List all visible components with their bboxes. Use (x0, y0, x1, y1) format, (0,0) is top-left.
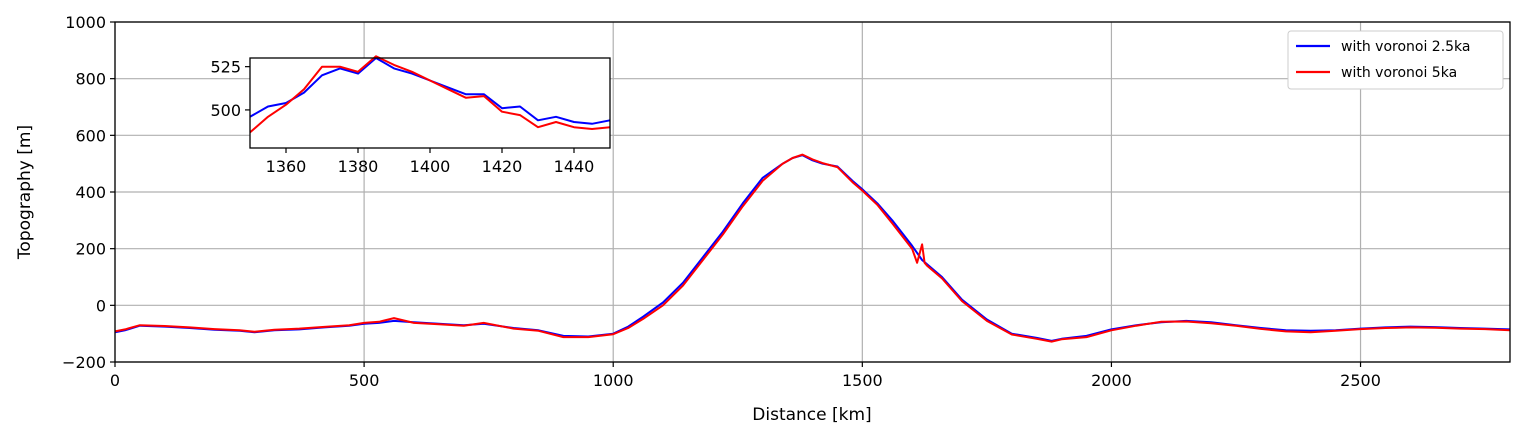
series-line-with-voronoi-5ka (114, 153, 1511, 343)
legend-box (1287, 30, 1504, 90)
inset-x-tick-label-1400: 1400 (410, 157, 451, 176)
x-tick-label-2000: 2000 (1091, 371, 1132, 390)
main-x-ticks: 0 500 1000 1500 2000 2500 (110, 362, 1381, 390)
inset-x-tick-label-1440: 1440 (554, 157, 595, 176)
inset-y-ticks: 500 525 (210, 58, 250, 120)
y-tick-label-800: 800 (75, 70, 106, 89)
legend-label-voronoi-2.5ka: with voronoi 2.5ka (1341, 39, 1471, 55)
x-tick-label-2500: 2500 (1340, 371, 1381, 390)
x-tick-label-1500: 1500 (842, 371, 883, 390)
x-axis-label: Distance [km] (752, 405, 871, 425)
y-tick-label-1000: 1000 (65, 13, 106, 32)
legend: with voronoi 2.5ka with voronoi 5ka (1287, 30, 1504, 90)
y-tick-label-400: 400 (75, 183, 106, 202)
inset-background (250, 58, 610, 148)
y-axis-label: Topography [m] (15, 125, 35, 260)
inset-plot-area (249, 55, 611, 134)
main-plot-area (114, 153, 1511, 343)
x-tick-label-0: 0 (110, 371, 120, 390)
inset-x-tick-label-1380: 1380 (338, 157, 379, 176)
legend-label-voronoi-5ka: with voronoi 5ka (1341, 65, 1457, 81)
y-tick-label-0: 0 (96, 296, 106, 315)
main-y-ticks: −200 0 200 400 600 800 1000 (62, 13, 115, 372)
x-tick-label-1000: 1000 (593, 371, 634, 390)
inset-series-line-with-voronoi-5ka (249, 55, 611, 134)
inset-axes: 1360 1380 1400 1420 1440 500 525 (210, 55, 611, 176)
y-tick-label-200: 200 (75, 240, 106, 259)
x-tick-label-500: 500 (349, 371, 380, 390)
inset-x-tick-label-1420: 1420 (482, 157, 523, 176)
inset-x-tick-label-1360: 1360 (266, 157, 307, 176)
y-tick-label-600: 600 (75, 126, 106, 145)
inset-x-ticks: 1360 1380 1400 1420 1440 (266, 148, 595, 176)
inset-y-tick-label-525: 525 (210, 58, 241, 77)
y-tick-label--200: −200 (62, 353, 106, 372)
inset-y-tick-label-500: 500 (210, 101, 241, 120)
